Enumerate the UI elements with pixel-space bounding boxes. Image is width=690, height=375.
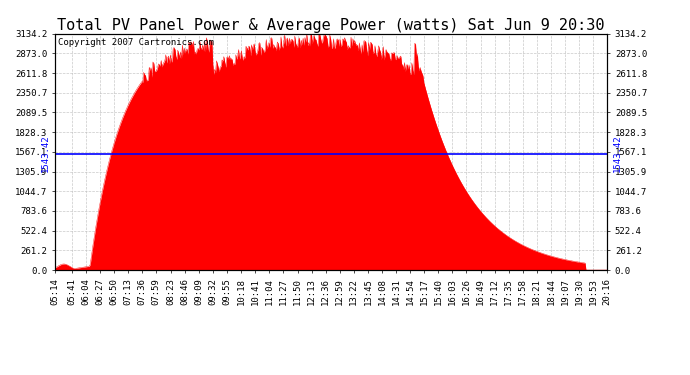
- Text: 1543.42: 1543.42: [613, 135, 622, 172]
- Text: Copyright 2007 Cartronics.com: Copyright 2007 Cartronics.com: [58, 39, 214, 48]
- Title: Total PV Panel Power & Average Power (watts) Sat Jun 9 20:30: Total PV Panel Power & Average Power (wa…: [57, 18, 605, 33]
- Text: 1543.42: 1543.42: [41, 135, 50, 172]
